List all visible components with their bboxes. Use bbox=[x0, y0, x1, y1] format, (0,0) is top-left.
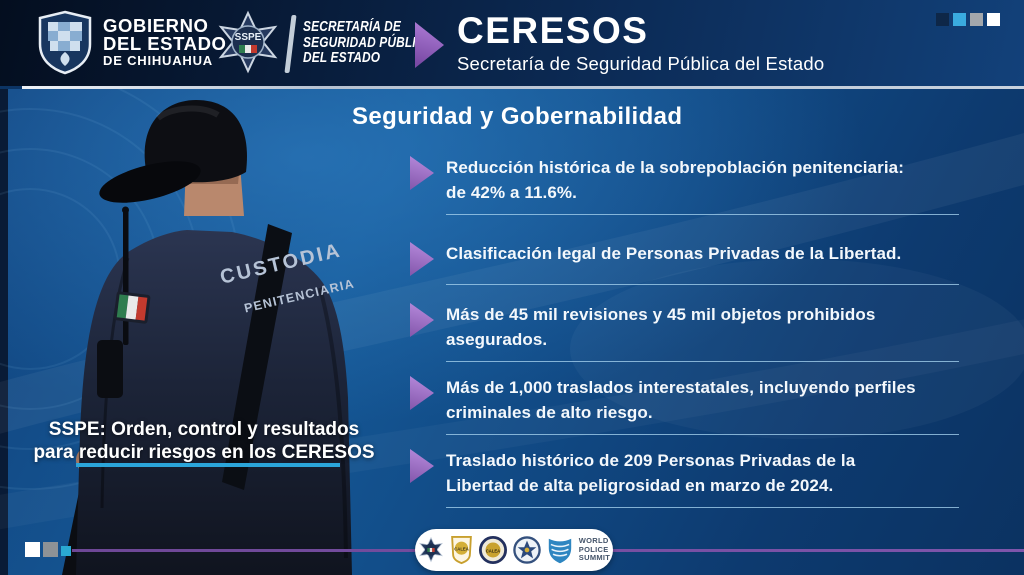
page-title: CERESOS bbox=[457, 10, 649, 51]
bullet-text: Más de 1,000 traslados interestatales, i… bbox=[446, 375, 959, 435]
wps-line3: SUMMIT bbox=[578, 553, 611, 563]
triangle-bullet-icon bbox=[410, 303, 434, 337]
corner-squares-decoration bbox=[936, 13, 1000, 26]
header-bar: GOBIERNO DEL ESTADO DE CHIHUAHUA SSPE SE… bbox=[0, 0, 1024, 86]
calea-shield-text: CALEA bbox=[454, 546, 468, 551]
sspe-badge-text: SSPE bbox=[235, 32, 262, 43]
government-title: GOBIERNO DEL ESTADO DE CHIHUAHUA bbox=[103, 15, 227, 68]
left-edge-strip bbox=[0, 89, 8, 575]
chihuahua-shield-logo bbox=[38, 10, 92, 75]
header-separator-line bbox=[22, 86, 1024, 89]
certification-logos-pill: CALEA CALEA WORLD POLICE SUMMIT bbox=[415, 529, 613, 571]
square-gray bbox=[970, 13, 983, 26]
triangle-bullet-icon bbox=[410, 449, 434, 483]
star-badge-logo bbox=[513, 536, 541, 564]
world-police-summit-text: WORLD POLICE SUMMIT bbox=[579, 537, 610, 563]
triangle-bullet-icon bbox=[410, 156, 434, 190]
footer-square-gray bbox=[43, 542, 58, 557]
secretariat-line2: SEGURIDAD PÚBLICA bbox=[303, 34, 434, 51]
triangle-bullet-icon bbox=[410, 242, 434, 276]
government-lockup: GOBIERNO DEL ESTADO DE CHIHUAHUA bbox=[36, 10, 227, 76]
secretariat-title: SECRETARÍA DE SEGURIDAD PÚBLICA DEL ESTA… bbox=[303, 19, 434, 79]
title-block: CERESOS Secretaría de Seguridad Pública … bbox=[457, 11, 824, 75]
world-police-summit-logo bbox=[548, 538, 571, 564]
secretariat-line3: DEL ESTADO bbox=[303, 50, 381, 66]
list-item: Clasificación legal de Personas Privadas… bbox=[410, 241, 959, 285]
section-title: Seguridad y Gobernabilidad bbox=[352, 103, 683, 130]
bullet-text: Más de 45 mil revisiones y 45 mil objeto… bbox=[446, 302, 959, 362]
square-navy bbox=[936, 13, 949, 26]
square-white bbox=[987, 13, 1000, 26]
sspe-badge-small-logo bbox=[418, 536, 443, 563]
sspe-lockup: SSPE SECRETARÍA DE SEGURIDAD PÚBLICA DEL… bbox=[216, 7, 462, 79]
gov-line2: DEL ESTADO bbox=[103, 33, 227, 54]
sspe-badge-logo: SSPE bbox=[218, 10, 278, 74]
calea-circle-text: CALEA bbox=[486, 548, 500, 553]
bullet-text: Clasificación legal de Personas Privadas… bbox=[446, 241, 959, 285]
list-item: Reducción histórica de la sobrepoblación… bbox=[410, 155, 959, 215]
bullet-text: Reducción histórica de la sobrepoblación… bbox=[446, 155, 959, 215]
calea-circle-logo: CALEA bbox=[478, 536, 507, 564]
footer-square-white bbox=[25, 542, 40, 557]
page-subtitle: Secretaría de Seguridad Pública del Esta… bbox=[457, 53, 825, 74]
wps-line2: POLICE bbox=[578, 544, 609, 554]
tagline-underline bbox=[76, 463, 340, 467]
list-item: Más de 1,000 traslados interestatales, i… bbox=[410, 375, 959, 435]
calea-shield-logo: CALEA bbox=[450, 535, 472, 565]
square-cyan bbox=[953, 13, 966, 26]
wps-line1: WORLD bbox=[578, 536, 609, 546]
gov-line1: GOBIERNO bbox=[103, 15, 209, 36]
triangle-bullet-icon bbox=[410, 376, 434, 410]
bullet-text: Traslado histórico de 209 Personas Priva… bbox=[446, 448, 959, 508]
secretariat-line1: SECRETARÍA DE bbox=[303, 19, 401, 35]
list-item: Traslado histórico de 209 Personas Priva… bbox=[410, 448, 959, 508]
tagline: SSPE: Orden, control y resultados para r… bbox=[33, 419, 375, 463]
gov-line3: DE CHIHUAHUA bbox=[103, 53, 213, 68]
list-item: Más de 45 mil revisiones y 45 mil objeto… bbox=[410, 302, 959, 362]
